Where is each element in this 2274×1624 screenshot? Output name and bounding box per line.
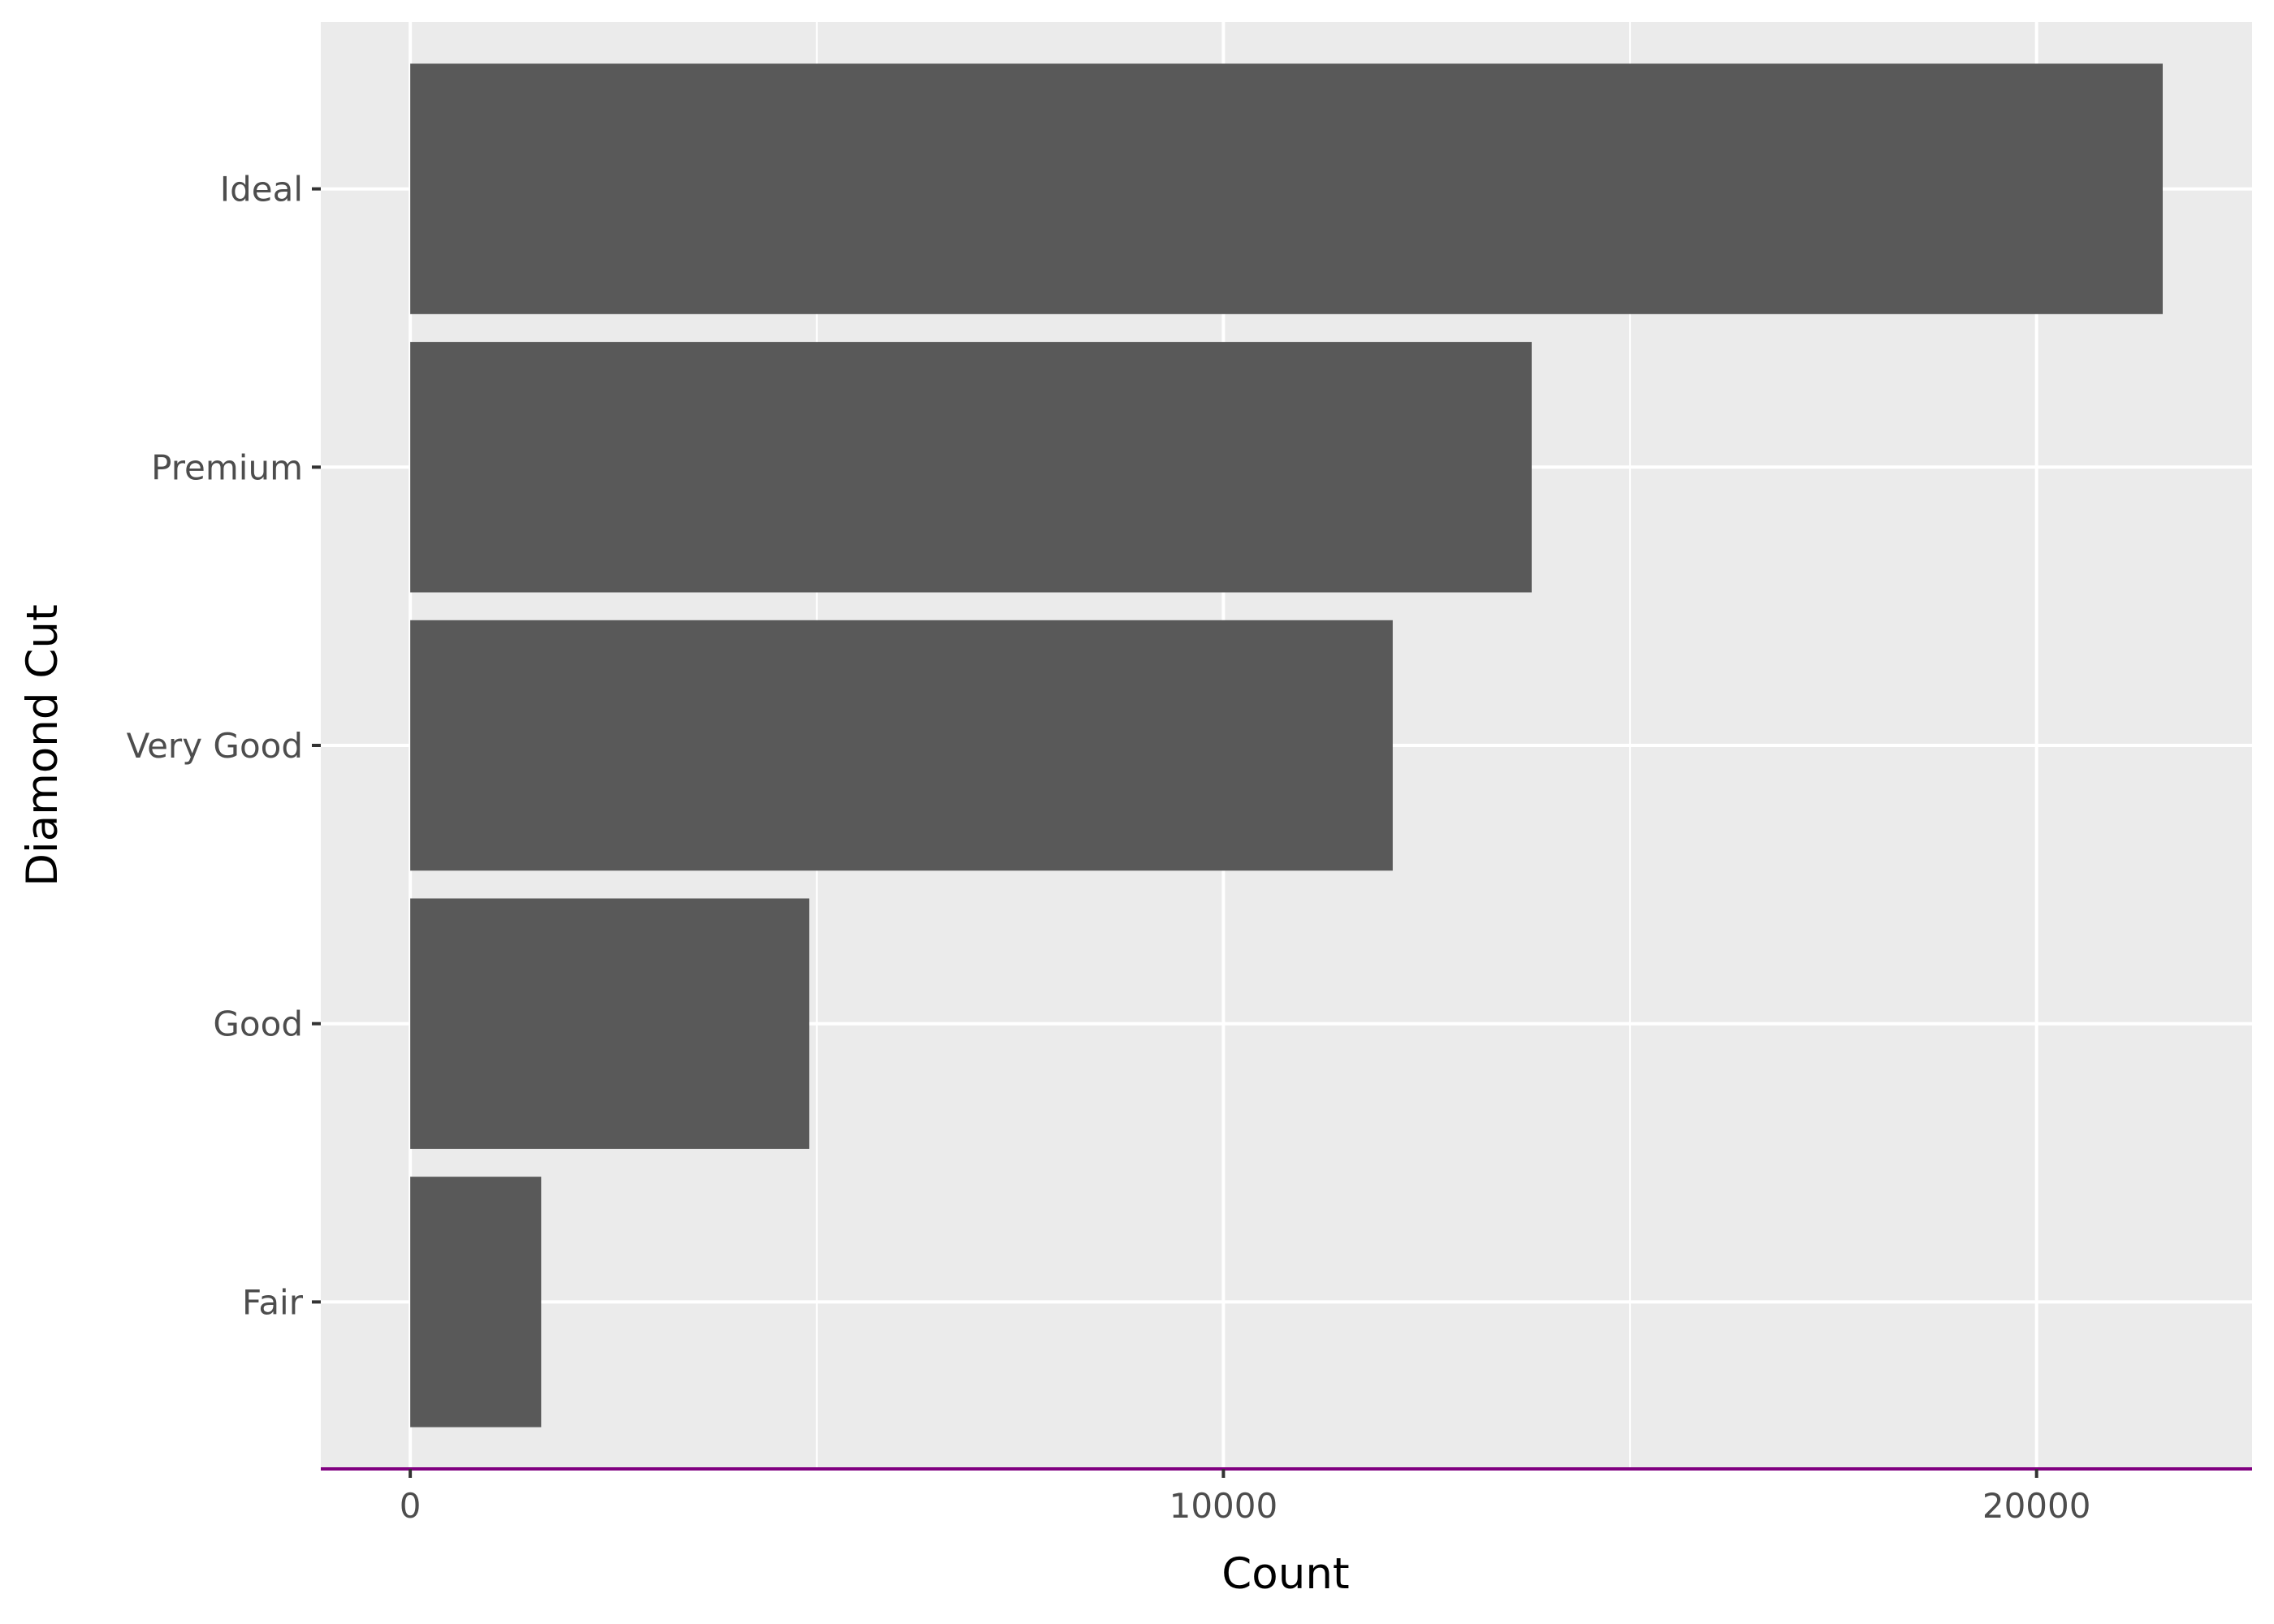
y-tick-label: Ideal — [220, 170, 303, 209]
bar-fair — [410, 1177, 542, 1427]
bar-ideal — [410, 63, 2163, 314]
y-tick-label: Fair — [242, 1282, 304, 1322]
x-tick-label: 20000 — [1982, 1486, 2091, 1526]
bar-very-good — [410, 620, 1393, 871]
y-axis-title: Diamond Cut — [18, 604, 67, 887]
x-tick-label: 10000 — [1169, 1486, 1278, 1526]
y-tick-label: Good — [213, 1004, 303, 1044]
bar-good — [410, 898, 810, 1149]
x-axis-title: Count — [1221, 1549, 1349, 1599]
bars — [410, 63, 2163, 1427]
y-tick-label: Very Good — [127, 726, 303, 766]
y-axis-ticks: Ideal Premium Very Good Good Fair — [127, 170, 321, 1322]
y-tick-label: Premium — [151, 447, 303, 487]
x-axis-ticks: 0 10000 20000 — [400, 1469, 2091, 1526]
x-tick-label: 0 — [400, 1486, 422, 1526]
bar-premium — [410, 342, 1532, 593]
